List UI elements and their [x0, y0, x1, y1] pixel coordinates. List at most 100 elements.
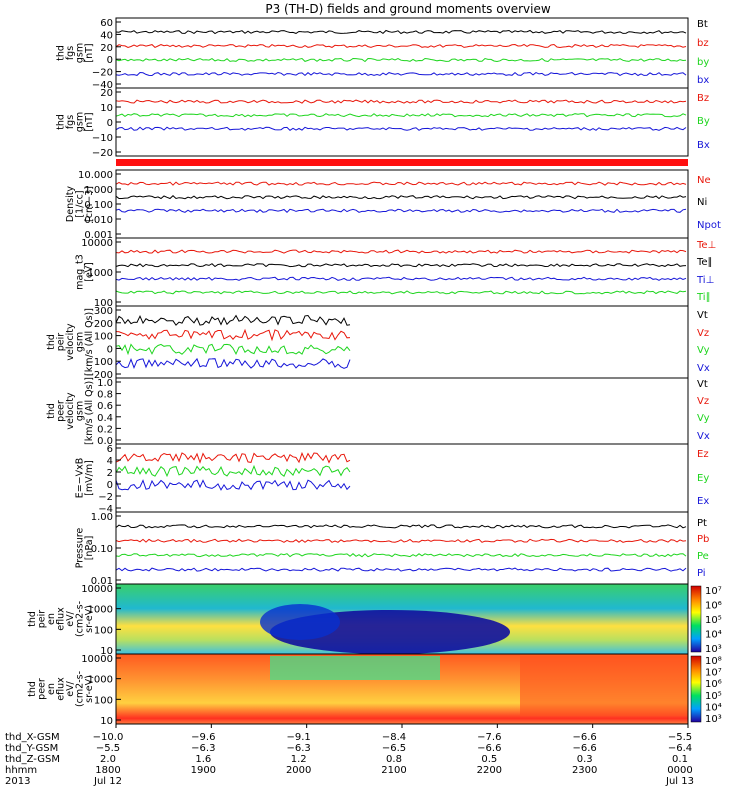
x-tick-label: 2.0	[100, 754, 116, 765]
panel-frame	[115, 17, 689, 89]
y-axis-label: (cm2-s-	[75, 671, 86, 707]
x-tick-label: 1.6	[195, 754, 211, 765]
trace-Bt	[115, 29, 687, 35]
legend-Vz: Vz	[697, 396, 709, 407]
colorbar-tick-label: 10⁷	[705, 586, 722, 597]
y-tick-label: 100	[94, 332, 113, 343]
legend-Pt: Pt	[697, 518, 707, 529]
x-tick-label: 0.5	[481, 754, 497, 765]
y-axis-label: gsm	[75, 112, 86, 132]
panel-frame	[115, 169, 689, 239]
x-tick-label: 2000	[286, 765, 311, 776]
x-tick-label: 0.8	[386, 754, 402, 765]
trace-Vt	[115, 314, 351, 326]
y-tick-label: −10	[92, 133, 113, 144]
y-axis-label: peer	[37, 678, 48, 700]
legend-bx: bx	[697, 75, 709, 86]
y-tick-label: 0	[107, 344, 113, 355]
y-axis-label: [eV]	[84, 262, 95, 282]
legend-Npot: Npot	[697, 220, 721, 231]
trace-Pt	[115, 524, 687, 529]
x-tick-label: −5.5	[96, 743, 120, 754]
colorbar-tick-label: 10⁶	[705, 679, 722, 690]
y-tick-label: 0.10	[91, 544, 113, 555]
y-tick-label: 0.4	[97, 413, 113, 424]
y-tick-label: 300	[94, 306, 113, 317]
x-tick-label: 2100	[381, 765, 406, 776]
y-tick-label: 10000	[81, 654, 113, 665]
trace-Te⊥	[115, 249, 687, 254]
y-axis-label: fgs	[65, 46, 76, 60]
y-tick-label: 0	[107, 480, 113, 491]
y-tick-label: 0.6	[97, 401, 113, 412]
panel-frame	[115, 87, 689, 157]
y-tick-label: 20	[100, 43, 113, 54]
y-axis-label: eV/	[65, 680, 76, 696]
panels-group: 6040200−20−40thdfgsgsm[nT]Btbzbybx20100−…	[27, 17, 722, 727]
x-tick-label: −6.6	[573, 732, 597, 743]
x-row-label: 2013	[5, 776, 30, 787]
y-axis-label: [cm−3]	[84, 186, 95, 222]
legend-Vt: Vt	[697, 310, 708, 321]
y-tick-label: −40	[92, 80, 113, 91]
y-tick-label: 1.000	[84, 185, 113, 196]
x-tick-label: −8.4	[382, 732, 406, 743]
panel-peir: 300 200 1000 −100 −200 thdpeirvelocitygsm[km/…	[46, 305, 710, 381]
x-tick-label: 1800	[95, 765, 120, 776]
x-tick-label: −6.3	[191, 743, 215, 754]
y-axis-label: [nT]	[84, 43, 95, 62]
trace-Npot	[115, 208, 687, 213]
legend-Ez: Ez	[697, 449, 709, 460]
spectrogram-low-flux-region	[260, 604, 340, 640]
trace-Ex	[115, 479, 351, 491]
legend-Ti⊥: Ti⊥	[696, 275, 714, 286]
legend-Te∥: Te∥	[696, 257, 713, 268]
trace-Pi	[115, 567, 687, 572]
trace-Ti⊥	[115, 276, 687, 281]
y-tick-label: 0.0	[97, 436, 113, 447]
y-axis-label: velocity	[65, 323, 76, 361]
y-axis-label: en	[46, 613, 57, 625]
y-axis-label: E=−VxB	[75, 458, 86, 499]
y-tick-label: −4	[98, 504, 113, 515]
trace-Ne	[115, 181, 687, 186]
y-tick-label: 20	[100, 88, 113, 99]
x-row-label: thd_X-GSM	[5, 732, 60, 743]
y-axis-label: gsm	[75, 332, 86, 352]
legend-Pi: Pi	[697, 568, 706, 579]
y-tick-label: 100	[94, 625, 113, 636]
x-tick-label: Jul 13	[665, 776, 694, 787]
trace-Ez	[115, 451, 351, 464]
y-axis-label: gsm	[75, 43, 86, 63]
panel-frame	[115, 237, 689, 307]
y-tick-label: 0.01	[91, 576, 113, 587]
x-tick-label: 1.2	[291, 754, 307, 765]
x-tick-label: −6.4	[668, 743, 692, 754]
y-axis-label: thd	[56, 114, 67, 130]
y-axis-label: [nPa]	[84, 536, 95, 561]
y-axis-label: thd	[46, 334, 57, 350]
mode-bar	[116, 159, 688, 166]
y-axis-label: [1/cc]	[75, 190, 86, 217]
y-tick-label: −2	[98, 492, 113, 503]
legend-by: by	[697, 57, 709, 68]
figure-title: P3 (TH-D) fields and ground moments over…	[265, 2, 550, 16]
x-tick-label: −9.6	[191, 732, 215, 743]
y-tick-label: 40	[100, 30, 113, 41]
y-tick-label: 1000	[88, 605, 113, 616]
y-tick-label: 1.0	[97, 378, 113, 389]
colorbar-tick-label: 10⁴	[705, 702, 722, 713]
y-tick-label: 10.000	[78, 170, 113, 181]
y-tick-label: 10000	[81, 584, 113, 595]
y-tick-label: −20	[92, 148, 113, 159]
panel-pressure: 1.00 0.10 0.01 Pressure[nPa] Pt Pb Pe Pi	[75, 511, 709, 587]
x-tick-label: −5.5	[668, 732, 692, 743]
y-tick-label: 10	[100, 646, 113, 657]
legend-Vy: Vy	[697, 345, 710, 356]
legend-By: By	[697, 116, 710, 127]
y-tick-label: 10	[100, 103, 113, 114]
legend-Ne: Ne	[697, 175, 711, 186]
